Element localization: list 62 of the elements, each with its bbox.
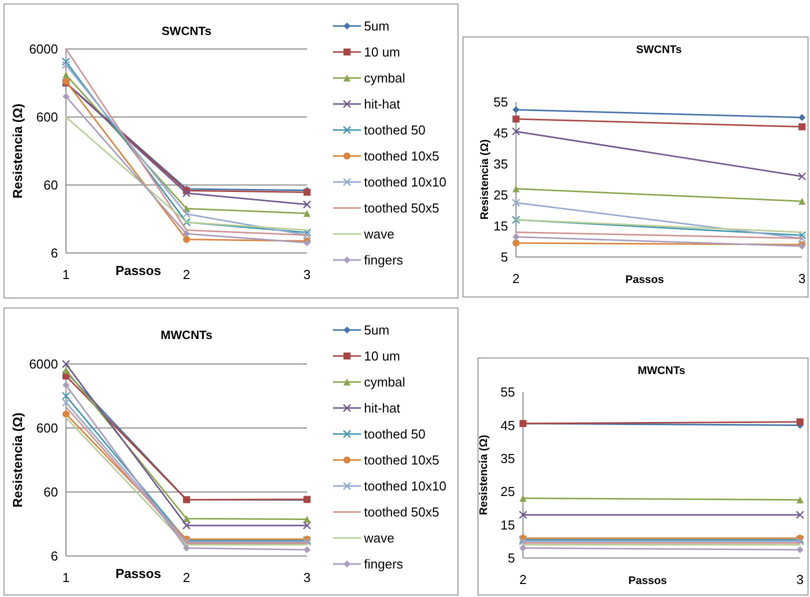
legend-label: toothed 50 <box>364 426 426 442</box>
legend-label: toothed 50x5 <box>364 200 440 216</box>
x-tick-label: 2 <box>512 271 520 286</box>
legend-label: fingers <box>364 252 404 268</box>
legend-label: toothed 10x10 <box>364 174 446 190</box>
y-tick-label: 55 <box>500 384 515 400</box>
legend-label: toothed 50 <box>364 122 426 138</box>
legend-label: toothed 50x5 <box>364 504 440 520</box>
x-tick-label: 3 <box>798 271 806 286</box>
legend-label: toothed 10x10 <box>364 478 446 494</box>
x-axis-title: Passos <box>116 566 162 581</box>
legend-label: wave <box>363 530 394 546</box>
x-axis-title: Passos <box>628 575 667 587</box>
y-tick-label: 600 <box>36 420 58 436</box>
y-tick-label: 15 <box>500 517 515 532</box>
legend-label: 10 um <box>364 348 400 364</box>
x-tick-label: 2 <box>182 570 190 585</box>
chart-title: MWCNTs <box>638 365 686 377</box>
legend-label: toothed 10x5 <box>364 148 440 164</box>
legend-label: 5um <box>364 18 390 34</box>
y-tick-label: 55 <box>494 94 508 110</box>
legend-label: toothed 10x5 <box>364 452 440 468</box>
y-tick-label: 35 <box>500 450 515 466</box>
x-tick-label: 3 <box>796 572 804 587</box>
legend-label: 10 um <box>364 44 400 60</box>
legend-label: hit-hat <box>364 400 401 416</box>
legend-label: cymbal <box>364 70 406 86</box>
y-tick-label: 60 <box>44 178 58 193</box>
y-tick-label: 600 <box>36 110 58 125</box>
chart-title: SWCNTs <box>636 44 682 56</box>
x-tick-label: 1 <box>62 570 70 585</box>
y-tick-label: 25 <box>500 484 515 500</box>
y-tick-label: 5 <box>508 550 515 566</box>
legend-label: cymbal <box>364 374 406 390</box>
y-tick-label: 25 <box>494 188 508 203</box>
y-tick-label: 6 <box>50 548 58 564</box>
y-tick-label: 45 <box>494 126 508 141</box>
x-tick-label: 3 <box>303 267 311 282</box>
x-tick-label: 3 <box>303 570 311 585</box>
y-tick-label: 5 <box>500 250 508 265</box>
x-tick-label: 2 <box>519 572 527 587</box>
y-tick-label: 15 <box>494 218 508 234</box>
y-axis-title: Resistencia (Ω) <box>479 138 491 220</box>
legend-label: 5um <box>364 322 390 338</box>
chart-title: MWCNTs <box>160 328 213 342</box>
y-tick-label: 35 <box>494 156 508 172</box>
y-tick-label: 6 <box>50 246 58 261</box>
y-tick-label: 60 <box>44 484 58 500</box>
legend-label: fingers <box>364 556 404 572</box>
legend-label: hit-hat <box>364 96 401 112</box>
y-tick-label: 45 <box>500 418 515 433</box>
y-tick-label: 6000 <box>29 356 58 372</box>
x-tick-label: 2 <box>182 267 190 282</box>
chart-title: SWCNTs <box>162 24 212 38</box>
x-axis-title: Passos <box>116 263 162 278</box>
y-axis-title: Resistencia (Ω) <box>478 434 490 516</box>
y-tick-label: 6000 <box>29 42 58 57</box>
y-axis-title: Resistencia (Ω) <box>10 412 25 508</box>
x-tick-label: 1 <box>62 267 70 282</box>
legend-label: wave <box>363 226 394 242</box>
y-axis-title: Resistencia (Ω) <box>10 104 25 198</box>
x-axis-title: Passos <box>625 274 664 286</box>
